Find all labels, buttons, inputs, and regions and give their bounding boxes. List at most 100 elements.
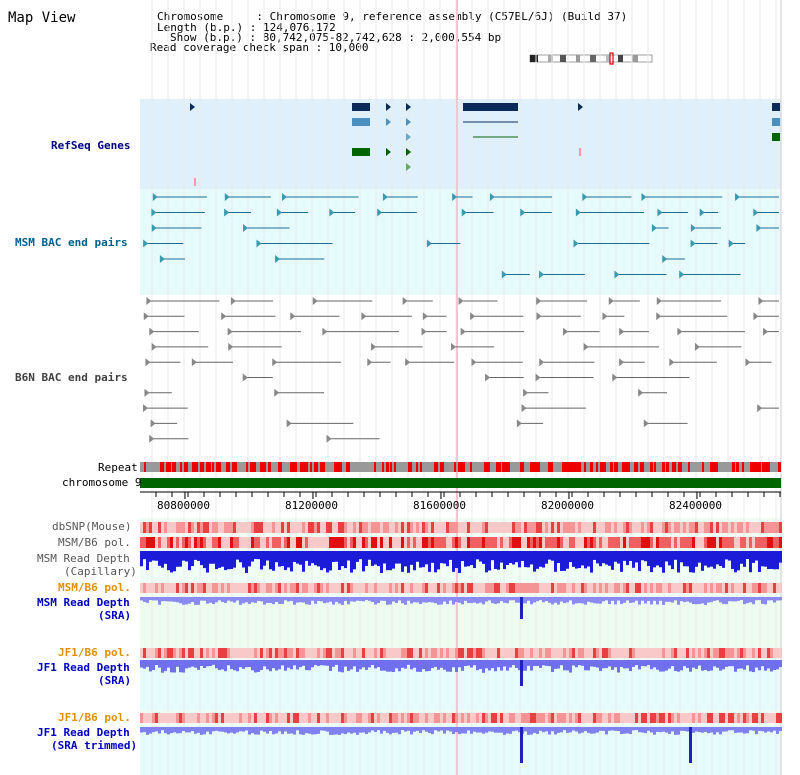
depth-bar: [593, 727, 596, 734]
b6n-bac-label[interactable]: B6N BAC end pairs: [15, 371, 128, 384]
depth-bar: [311, 597, 314, 601]
depth-bar: [329, 660, 332, 671]
heatmap-cell: [548, 648, 551, 658]
heatmap-cell: [404, 583, 407, 593]
heatmap-cell: [401, 537, 404, 548]
depth-bar: [434, 597, 437, 604]
depth-bar: [740, 660, 743, 669]
heatmap-cell: [722, 537, 725, 548]
repeat-segment: [434, 462, 436, 472]
heatmap-cell: [395, 522, 398, 533]
depth-bar: [611, 727, 614, 731]
depth-bar: [401, 727, 404, 731]
depth-bar: [242, 660, 245, 669]
heatmap-cell: [368, 583, 371, 593]
bac-end-marker: [371, 342, 377, 351]
heatmap-cell: [335, 522, 338, 533]
heatmap-cell: [467, 648, 470, 658]
depth-bar: [188, 597, 191, 604]
heatmap-cell: [653, 522, 656, 533]
heatmap-cell: [683, 537, 686, 548]
repeat-segment: [672, 462, 675, 472]
heatmap-cell: [308, 713, 311, 723]
depth-bar: [731, 597, 734, 602]
heatmap-cell: [611, 537, 614, 548]
depth-bar: [203, 597, 206, 601]
heatmap-cell: [617, 583, 620, 593]
bac-end-marker: [458, 297, 464, 305]
heatmap-cell: [701, 648, 704, 658]
chromosome-ideogram[interactable]: [528, 52, 658, 66]
heatmap-cell: [329, 537, 332, 548]
heatmap-cell: [641, 648, 644, 658]
heatmap-cell: [515, 537, 518, 548]
depth-bar: [731, 551, 734, 569]
heatmap-cell: [566, 522, 569, 533]
heatmap-cell: [230, 713, 233, 723]
depth-bar: [416, 727, 419, 731]
depth-bar: [413, 660, 416, 668]
gene-arrow: [386, 148, 391, 156]
heatmap-cell: [371, 713, 374, 723]
heatmap-cell: [677, 713, 680, 723]
depth-bar: [335, 551, 338, 562]
heatmap-cell: [632, 583, 635, 593]
heatmap-cell: [647, 583, 650, 593]
bac-end-marker: [690, 239, 696, 248]
heatmap-cell: [200, 713, 203, 723]
depth-bar: [755, 551, 758, 561]
heatmap-cell: [407, 648, 410, 658]
heatmap-cell: [422, 522, 425, 533]
depth-bar: [350, 597, 353, 602]
heatmap-cell: [389, 522, 392, 533]
bac-end-marker: [143, 312, 149, 321]
repeat-segment: [702, 462, 704, 472]
repeat-segment: [260, 462, 262, 472]
heatmap-cell: [461, 648, 464, 658]
repeat-segment: [320, 462, 323, 472]
heatmap-cell: [512, 648, 515, 658]
heatmap-cell: [608, 648, 611, 658]
gene-arrow: [386, 118, 391, 126]
heatmap-cell: [473, 583, 476, 593]
msm-bac-label[interactable]: MSM BAC end pairs: [15, 236, 128, 249]
heatmap-cell: [314, 648, 317, 658]
heatmap-cell: [680, 537, 683, 548]
depth-bar: [557, 597, 560, 605]
depth-bar: [308, 727, 311, 734]
heatmap-cell: [638, 713, 641, 723]
depth-bar: [296, 660, 299, 670]
depth-bar: [512, 551, 515, 565]
heatmap-cell: [236, 648, 239, 658]
repeat-segment: [590, 462, 593, 472]
heatmap-cell: [311, 713, 314, 723]
heatmap-cell: [659, 537, 662, 548]
heatmap-cell: [368, 537, 371, 548]
depth-bar: [176, 660, 179, 667]
heatmap-cell: [452, 713, 455, 723]
depth-bar: [779, 727, 782, 732]
depth-bar: [251, 597, 254, 603]
depth-bar: [692, 597, 695, 605]
depth-bar: [632, 551, 635, 568]
gene-block: [352, 103, 370, 111]
heatmap-cell: [500, 583, 503, 593]
heatmap-cell: [467, 583, 470, 593]
heatmap-cell: [257, 537, 260, 548]
depth-bar: [155, 660, 158, 665]
heatmap-cell: [266, 583, 269, 593]
refseq-genes-label[interactable]: RefSeq Genes: [51, 139, 131, 152]
repeat-segment: [206, 462, 208, 472]
heatmap-cell: [539, 537, 542, 548]
depth-bar: [473, 551, 476, 569]
depth-bar: [245, 727, 248, 731]
depth-bar: [551, 660, 554, 672]
depth-bar: [305, 551, 308, 561]
heatmap-cell: [143, 713, 146, 723]
heatmap-cell: [746, 713, 749, 723]
heatmap-cell: [719, 583, 722, 593]
msm-read-depth-sra-sub: (SRA): [98, 609, 132, 622]
heatmap-cell: [347, 583, 350, 593]
depth-bar: [635, 597, 638, 601]
gene-block: [772, 118, 780, 126]
